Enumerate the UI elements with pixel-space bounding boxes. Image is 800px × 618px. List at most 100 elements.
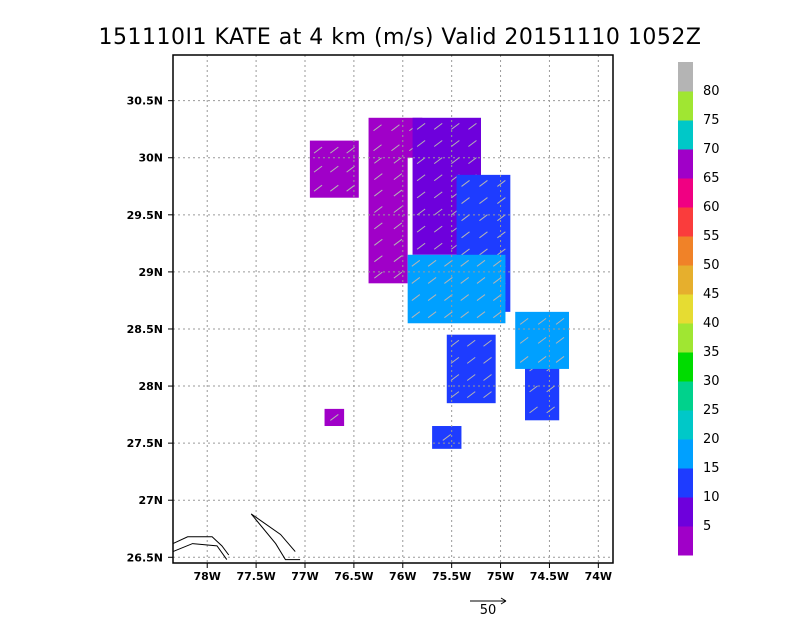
colorbar-label-3: 20: [703, 432, 720, 447]
wind-vector: [346, 184, 355, 192]
wind-vector: [374, 255, 383, 263]
x-tick-label-4: 76W: [389, 570, 416, 583]
wind-vector: [497, 197, 506, 204]
wind-vector: [450, 356, 460, 364]
wind-vector: [313, 146, 323, 154]
wind-vector: [411, 277, 421, 284]
wind-vector: [555, 356, 565, 363]
wind-vector: [416, 225, 426, 233]
wind-vector: [442, 434, 452, 441]
wind-vector: [374, 173, 383, 181]
colorbar-swatch-8: [678, 294, 693, 324]
wind-vector: [393, 255, 403, 263]
colorbar-label-9: 50: [703, 258, 720, 273]
reference-vector-label: 50: [480, 603, 497, 618]
wind-vector: [346, 146, 355, 154]
colorbar-swatch-2: [678, 468, 693, 498]
wind-vector: [444, 311, 453, 319]
wind-vector: [330, 146, 339, 154]
coastline: [172, 513, 301, 561]
y-tick-label-6: 29.5N: [127, 209, 163, 222]
wind-vector: [460, 294, 470, 301]
wind-vector: [433, 242, 443, 250]
coastline-segment-1: [172, 536, 230, 556]
wind-vector: [460, 277, 470, 284]
colorbar-swatch-6: [678, 352, 693, 382]
wind-vector: [479, 231, 488, 239]
colorbar-label-15: 80: [703, 84, 720, 99]
colorbar-swatch-4: [678, 410, 693, 440]
wind-vector: [330, 414, 339, 421]
wind-vector: [393, 189, 403, 197]
y-tick-label-8: 30.5N: [127, 95, 163, 108]
wind-vector: [451, 122, 460, 130]
wind-vector: [450, 374, 460, 381]
wind-vector: [416, 174, 426, 182]
colorbar-swatch-3: [678, 439, 693, 469]
colorbar-swatch-16: [678, 62, 693, 92]
wind-vector: [451, 157, 460, 164]
wind-vector: [433, 157, 443, 164]
wind-vector: [373, 124, 382, 132]
wind-vector: [497, 231, 506, 239]
y-tick-label-0: 26.5N: [127, 551, 163, 564]
wind-vector: [433, 225, 443, 233]
colorbar-label-10: 55: [703, 229, 720, 244]
plot-frame: [172, 54, 614, 564]
x-tick-label-5: 75.5W: [432, 570, 471, 583]
wind-vector: [313, 184, 323, 192]
colorbar-swatch-14: [678, 120, 693, 150]
coastline-segment-3: [250, 513, 301, 561]
wind-vector: [461, 231, 470, 239]
colorbar: 5 10 15 20 25 30 35 40 45 50 55 60 65 70 75 80: [678, 62, 720, 556]
wind-vector: [433, 208, 443, 216]
colorbar-swatch-15: [678, 91, 693, 121]
wind-vector: [519, 356, 529, 363]
wind-vector: [479, 197, 488, 204]
wind-vector: [466, 339, 476, 347]
x-tick-label-7: 74.5W: [530, 570, 569, 583]
wind-vector: [374, 206, 383, 213]
wind-vector: [460, 311, 470, 319]
wind-vector: [497, 180, 506, 187]
wind-vector: [492, 311, 502, 319]
colorbar-label-12: 65: [703, 171, 720, 186]
x-tick-label-6: 75W: [487, 570, 514, 583]
wind-vector: [546, 406, 555, 414]
wind-vector: [450, 391, 460, 399]
wind-vector: [433, 122, 443, 130]
wind-vector: [393, 271, 403, 279]
wind-vector: [476, 311, 486, 319]
wind-vector: [529, 406, 538, 414]
wind-vector: [416, 191, 426, 199]
wind-vector: [476, 259, 486, 267]
wind-vector: [461, 248, 470, 256]
colorbar-swatch-11: [678, 207, 693, 237]
wind-vector: [476, 294, 486, 301]
wind-vector: [391, 144, 400, 152]
wind-vector: [492, 259, 502, 267]
reference-vector: 50: [470, 597, 507, 618]
colorbar-swatch-1: [678, 497, 693, 527]
wind-vector: [391, 124, 400, 132]
wind-vector: [411, 259, 421, 267]
colorbar-swatch-5: [678, 381, 693, 411]
wind-vector: [537, 317, 547, 325]
wind-vector: [393, 206, 403, 213]
wind-vector: [444, 277, 453, 284]
wind-vector: [461, 180, 470, 187]
wind-vector: [427, 259, 437, 267]
colorbar-label-6: 35: [703, 345, 720, 360]
wind-region-6: [446, 334, 496, 404]
wind-vector: [460, 259, 470, 267]
wind-vector: [466, 374, 476, 381]
chart-title: 151110I1 KATE at 4 km (m/s) Valid 201511…: [99, 25, 702, 50]
colorbar-swatch-13: [678, 149, 693, 179]
colorbar-label-8: 45: [703, 287, 720, 302]
wind-vector: [466, 391, 476, 399]
wind-vector: [483, 356, 492, 364]
x-tick-label-3: 76.5W: [334, 570, 373, 583]
wind-vector: [466, 356, 476, 364]
wind-vector: [483, 339, 492, 347]
